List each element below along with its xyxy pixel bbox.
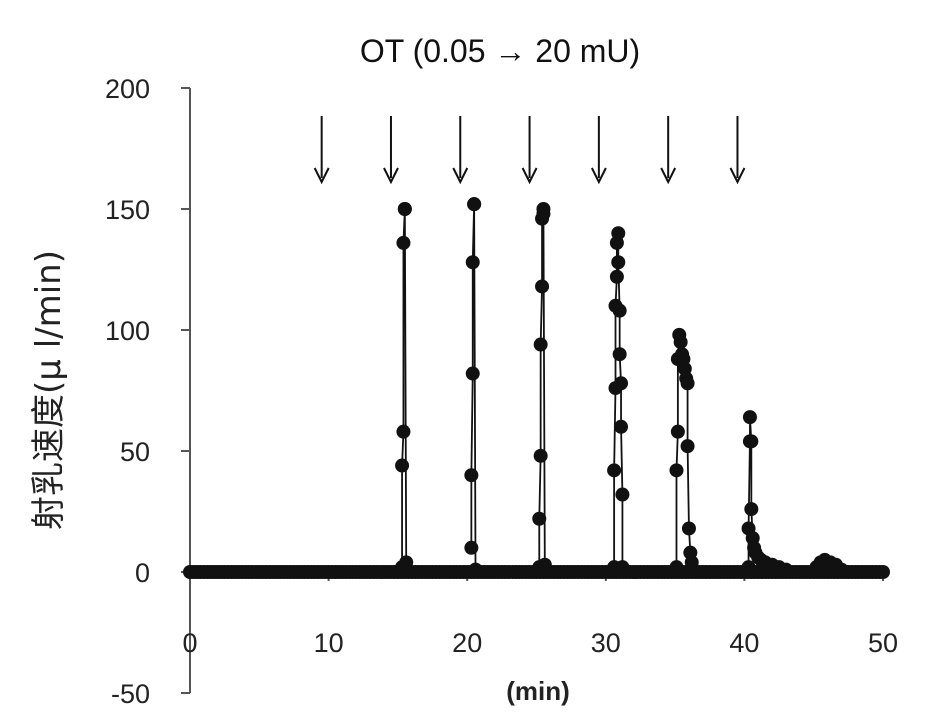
peak-line bbox=[401, 208, 408, 570]
data-point bbox=[397, 202, 412, 216]
x-tick-label: 20 bbox=[452, 628, 482, 658]
data-point bbox=[744, 434, 759, 449]
down-arrow-icon bbox=[590, 116, 607, 185]
x-axis-ticks: 0 10 20 30 40 50 bbox=[182, 572, 898, 658]
down-arrow-icon bbox=[521, 116, 538, 185]
arrow-head bbox=[313, 167, 330, 185]
data-point bbox=[834, 562, 849, 577]
data-point bbox=[464, 540, 479, 555]
data-point bbox=[615, 560, 630, 575]
axes bbox=[189, 88, 883, 693]
data-point bbox=[609, 269, 624, 284]
data-point bbox=[467, 197, 482, 212]
data-point bbox=[396, 424, 411, 439]
data-point bbox=[611, 255, 626, 270]
data-point bbox=[614, 376, 629, 391]
data-point bbox=[465, 366, 480, 381]
data-point bbox=[535, 279, 550, 294]
data-point bbox=[673, 335, 688, 350]
x-tick-label: 50 bbox=[868, 628, 898, 658]
data-point bbox=[742, 410, 757, 425]
chart-title: OT (0.05 → 20 mU) bbox=[360, 33, 640, 69]
y-tick-label: 100 bbox=[105, 316, 150, 346]
data-point bbox=[464, 468, 479, 483]
data-point bbox=[614, 419, 629, 434]
data-point bbox=[532, 511, 547, 526]
arrow-head bbox=[660, 167, 677, 185]
arrow-head bbox=[729, 167, 746, 185]
data-point bbox=[465, 255, 480, 270]
data-point bbox=[615, 487, 630, 502]
y-tick-label: 200 bbox=[105, 74, 150, 104]
data-point bbox=[399, 562, 414, 577]
data-point bbox=[468, 562, 483, 577]
x-tick-label: 0 bbox=[182, 628, 197, 658]
arrow-head bbox=[590, 167, 607, 185]
data-point bbox=[744, 502, 759, 517]
data-point bbox=[669, 463, 684, 478]
data-point bbox=[684, 555, 699, 570]
data-point bbox=[612, 303, 627, 318]
data-point bbox=[680, 439, 695, 454]
x-tick-label: 10 bbox=[314, 628, 344, 658]
y-axis-label: 射乳速度(μ l/min) bbox=[29, 250, 69, 530]
y-tick-label: 0 bbox=[135, 558, 150, 588]
down-arrow-icon bbox=[383, 116, 399, 185]
down-arrow-icon bbox=[452, 116, 469, 185]
data-point bbox=[611, 226, 626, 241]
data-point bbox=[533, 337, 548, 352]
y-tick-label: 50 bbox=[120, 437, 150, 467]
down-arrow-icon bbox=[313, 116, 330, 185]
down-arrow-icon bbox=[729, 116, 746, 185]
data-point bbox=[537, 557, 552, 572]
arrow-head bbox=[452, 167, 469, 185]
x-axis-label: (min) bbox=[506, 676, 570, 706]
baseline-point bbox=[876, 565, 890, 579]
data-series bbox=[183, 197, 890, 579]
data-point bbox=[612, 347, 627, 362]
x-tick-label: 30 bbox=[591, 628, 621, 658]
data-point bbox=[536, 206, 551, 221]
y-axis-ticks: -50 0 50 100 150 200 bbox=[105, 74, 190, 709]
data-point bbox=[670, 424, 685, 439]
data-point bbox=[778, 562, 793, 577]
arrow-head bbox=[383, 167, 399, 185]
arrow-head bbox=[521, 167, 538, 185]
data-point bbox=[681, 521, 696, 536]
y-tick-label: 150 bbox=[105, 195, 150, 225]
data-point bbox=[607, 463, 622, 478]
data-point bbox=[669, 560, 684, 575]
y-tick-label: -50 bbox=[111, 679, 150, 709]
data-point bbox=[533, 448, 548, 463]
data-point bbox=[680, 376, 695, 391]
x-tick-label: 40 bbox=[729, 628, 759, 658]
data-point bbox=[396, 235, 411, 250]
oxytocin-arrows bbox=[313, 116, 746, 185]
data-point bbox=[395, 458, 410, 473]
down-arrow-icon bbox=[660, 116, 677, 185]
data-point bbox=[741, 560, 756, 575]
